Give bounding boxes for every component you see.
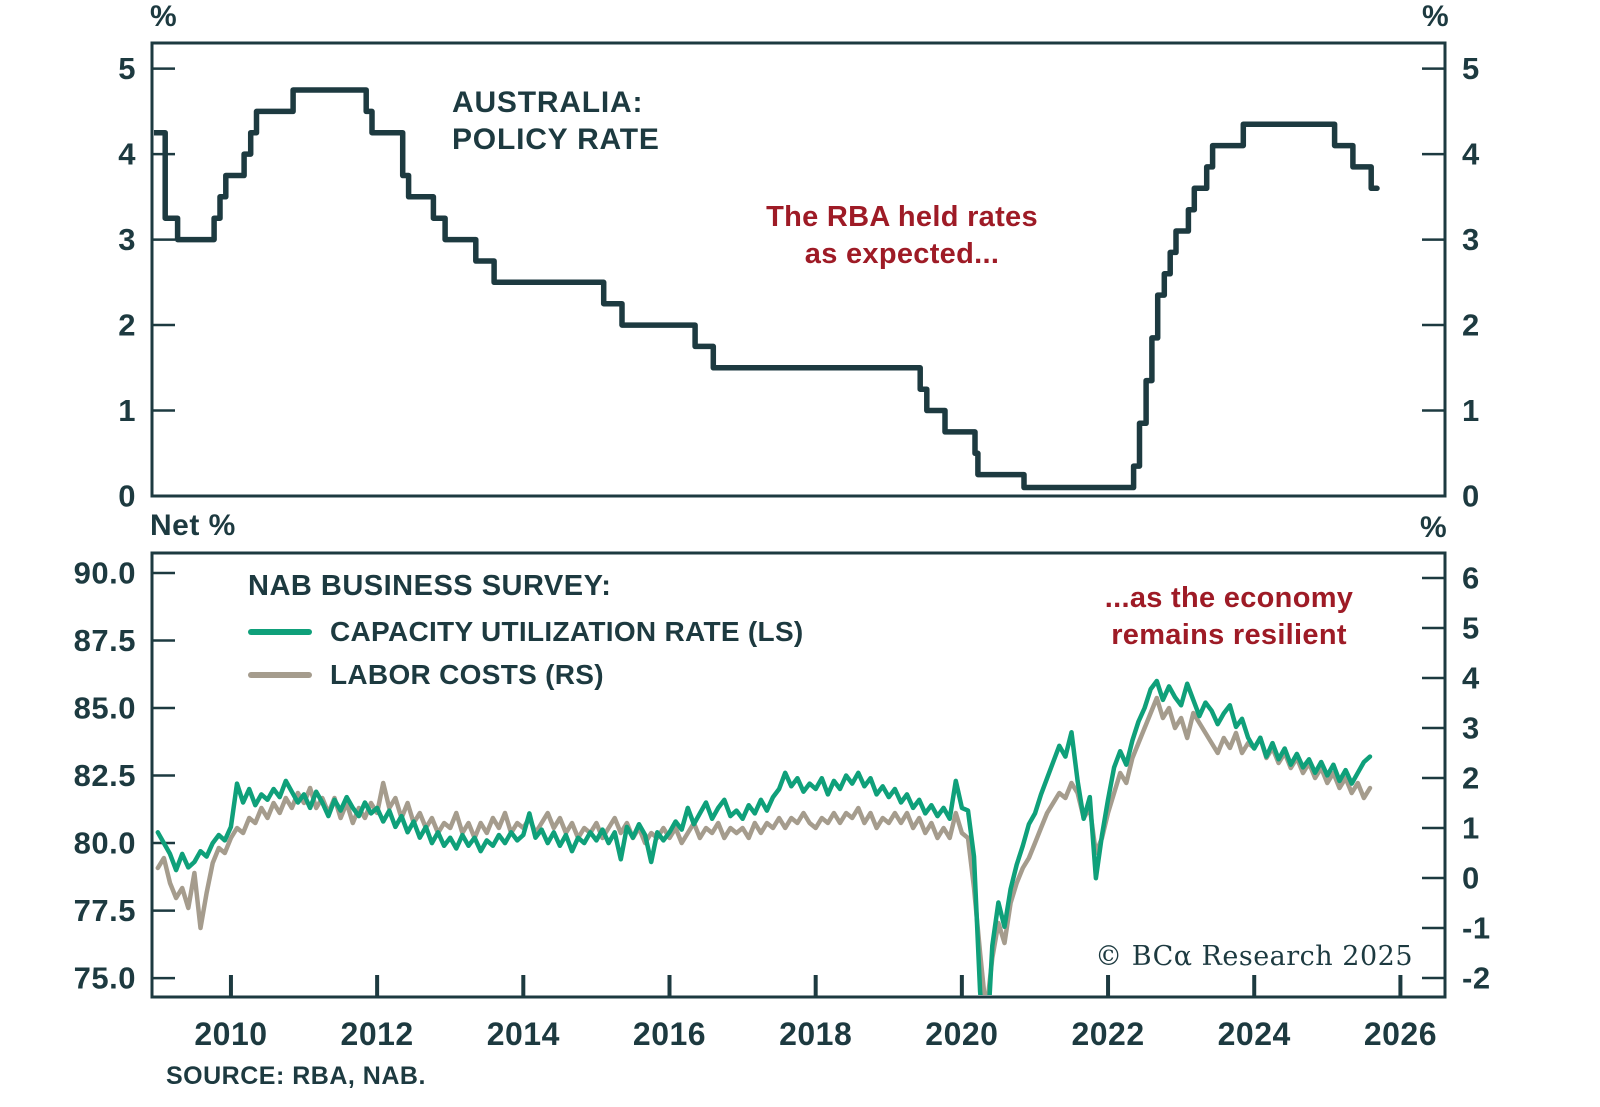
y-tick-label-right: 0 bbox=[1462, 479, 1480, 514]
x-tick-label: 2010 bbox=[194, 1016, 267, 1052]
top-chart-title-line2: POLICY RATE bbox=[452, 123, 660, 156]
y-tick-label-right: 3 bbox=[1462, 711, 1480, 746]
y-tick-label-left: 3 bbox=[118, 222, 136, 257]
top-annotation-line2: as expected... bbox=[804, 238, 1000, 270]
y-tick-label-right: 4 bbox=[1462, 661, 1480, 696]
x-tick-label: 2020 bbox=[925, 1016, 998, 1052]
bottom-chart-panel: 90.0 87.5 85.0 82.5 80.0 77.5 75.0 6 5 4 3 2 1 0 -1 -2 2… bbox=[74, 551, 1491, 1052]
y-tick-label-left: 80.0 bbox=[74, 826, 136, 861]
x-tick-label: 2022 bbox=[1071, 1016, 1144, 1052]
y-tick-label-right: -2 bbox=[1462, 961, 1491, 996]
top-right-axis-unit: % bbox=[1422, 0, 1450, 33]
y-tick-label-left: 87.5 bbox=[74, 623, 136, 658]
y-tick-label-left: 77.5 bbox=[74, 893, 136, 928]
legend-title: NAB BUSINESS SURVEY: bbox=[248, 570, 612, 602]
top-chart-title: AUSTRALIA: POLICY RATE bbox=[452, 84, 660, 158]
y-tick-label-left: 82.5 bbox=[74, 758, 136, 793]
legend-label-labor-costs: LABOR COSTS (RS) bbox=[330, 658, 604, 690]
x-tick-label: 2024 bbox=[1218, 1016, 1291, 1052]
capacity-utilization-line bbox=[155, 678, 1373, 995]
x-tick-label: 2018 bbox=[779, 1016, 852, 1052]
top-y-axes: 0 0 1 1 2 2 3 3 4 4 5 5 bbox=[118, 51, 1480, 514]
y-tick-label-right: 6 bbox=[1462, 561, 1480, 596]
top-left-axis-unit: % bbox=[150, 0, 178, 33]
y-tick-label-left: 75.0 bbox=[74, 961, 136, 996]
legend-label-capacity-utilization: CAPACITY UTILIZATION RATE (LS) bbox=[330, 615, 804, 647]
y-tick-label-left: 4 bbox=[118, 137, 136, 172]
y-tick-label-right: 2 bbox=[1462, 761, 1480, 796]
top-panel-border bbox=[150, 41, 1447, 498]
y-tick-label-left: 90.0 bbox=[74, 555, 136, 590]
x-tick-label: 2012 bbox=[341, 1016, 414, 1052]
x-tick-label: 2016 bbox=[633, 1016, 706, 1052]
y-tick-label-right: 5 bbox=[1462, 611, 1480, 646]
bottom-axes: 90.0 87.5 85.0 82.5 80.0 77.5 75.0 6 5 4 3 2 1 0 -1 -2 2… bbox=[74, 555, 1491, 1052]
top-annotation: The RBA held rates as expected... bbox=[752, 199, 1052, 273]
labor-costs-swatch-icon bbox=[248, 671, 312, 678]
y-tick-label-right: 3 bbox=[1462, 222, 1480, 257]
y-tick-label-left: 2 bbox=[118, 308, 136, 343]
y-tick-label-right: 4 bbox=[1462, 137, 1480, 172]
bottom-annotation-line2: remains resilient bbox=[1111, 619, 1347, 651]
y-tick-label-right: 5 bbox=[1462, 51, 1480, 86]
top-annotation-line1: The RBA held rates bbox=[766, 201, 1038, 233]
bottom-right-axis-unit: % bbox=[1420, 511, 1448, 544]
capacity-utilization-swatch-icon bbox=[248, 628, 312, 635]
legend-item-capacity-utilization: CAPACITY UTILIZATION RATE (LS) bbox=[248, 615, 804, 647]
bottom-annotation-line1: ...as the economy bbox=[1104, 582, 1354, 614]
legend-item-labor-costs: LABOR COSTS (RS) bbox=[248, 658, 804, 690]
legend: NAB BUSINESS SURVEY: CAPACITY UTILIZATIO… bbox=[248, 570, 804, 690]
top-chart-title-line1: AUSTRALIA: bbox=[452, 86, 644, 119]
y-tick-label-right: -1 bbox=[1462, 911, 1491, 946]
top-chart-panel: 0 0 1 1 2 2 3 3 4 4 5 5 bbox=[118, 41, 1480, 514]
y-tick-label-right: 2 bbox=[1462, 308, 1480, 343]
bottom-annotation: ...as the economy remains resilient bbox=[1078, 580, 1380, 654]
policy-rate-line bbox=[154, 87, 1380, 491]
y-tick-label-right: 1 bbox=[1462, 393, 1480, 428]
y-tick-label-left: 1 bbox=[118, 393, 136, 428]
y-tick-label-right: 1 bbox=[1462, 811, 1480, 846]
copyright-text: © BCα Research 2025 bbox=[1095, 941, 1413, 972]
x-tick-label: 2014 bbox=[487, 1016, 560, 1052]
y-tick-label-left: 0 bbox=[118, 479, 136, 514]
bottom-left-axis-unit: Net % bbox=[150, 509, 236, 542]
x-tick-label: 2026 bbox=[1364, 1016, 1437, 1052]
y-tick-label-right: 0 bbox=[1462, 861, 1480, 896]
y-tick-label-left: 85.0 bbox=[74, 691, 136, 726]
source-text: SOURCE: RBA, NAB. bbox=[166, 1062, 426, 1090]
y-tick-label-left: 5 bbox=[118, 51, 136, 86]
